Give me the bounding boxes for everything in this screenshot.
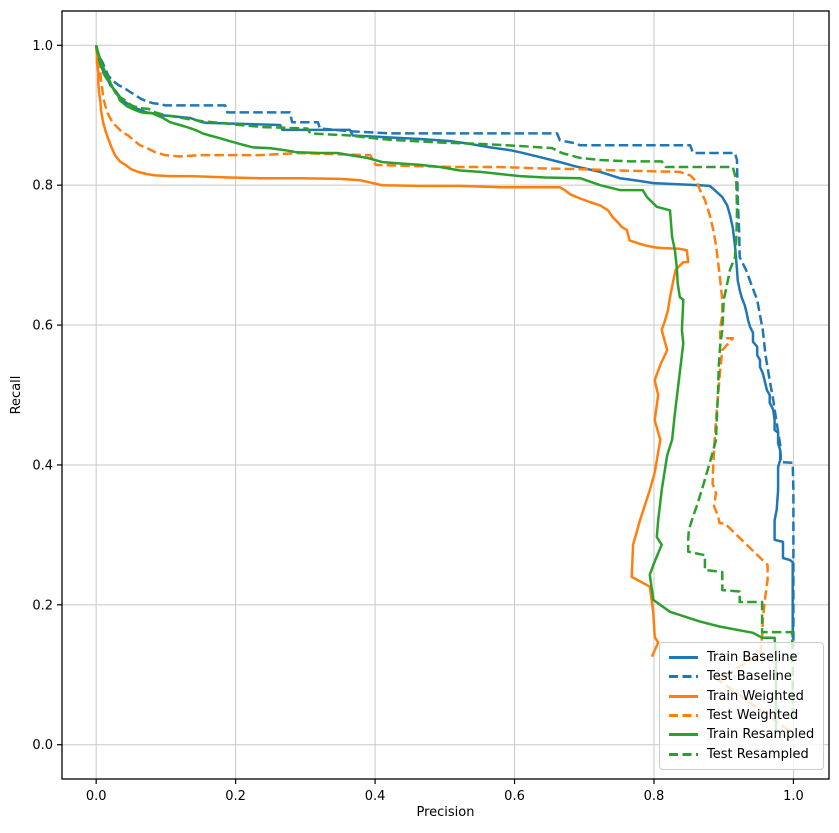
legend-line-sample-solid: [669, 733, 698, 737]
y-tick-label: 0.0: [32, 738, 53, 753]
series-line-test-resampled: [94, 45, 794, 720]
legend-line-sample-solid: [669, 694, 698, 698]
legend-label: Test Baseline: [707, 669, 792, 685]
x-tick-label: 0.8: [644, 789, 665, 804]
y-tick-label: 0.4: [32, 458, 53, 473]
x-tick-label: 0.6: [504, 789, 525, 804]
legend-line-sample-dashed: [669, 714, 698, 718]
legend-item-train-weighted: Train Weighted: [669, 687, 814, 706]
y-tick-label: 1.0: [32, 39, 53, 54]
x-axis-label: Precision: [416, 805, 475, 820]
legend-item-train-baseline: Train Baseline: [669, 648, 814, 667]
legend-label: Test Resampled: [707, 746, 809, 762]
series-line-train-baseline: [94, 45, 794, 638]
x-tick-label: 1.0: [783, 789, 804, 804]
legend-item-test-resampled: Test Resampled: [669, 745, 814, 764]
legend-item-test-baseline: Test Baseline: [669, 667, 814, 686]
x-tick-label: 0.4: [365, 789, 386, 804]
legend: Train Baseline Test Baseline Train Weigh…: [659, 642, 824, 770]
x-tick-label: 0.2: [225, 789, 246, 804]
legend-item-train-resampled: Train Resampled: [669, 725, 814, 744]
x-tick-label: 0.0: [86, 789, 107, 804]
y-tick-label: 0.8: [32, 179, 53, 194]
plot-border: [61, 10, 830, 780]
legend-label: Train Baseline: [707, 650, 798, 666]
legend-line-sample-solid: [669, 656, 698, 660]
series-line-train-weighted: [94, 45, 690, 658]
legend-line-sample-dashed: [669, 752, 698, 756]
legend-item-test-weighted: Test Weighted: [669, 706, 814, 725]
legend-label: Train Weighted: [707, 688, 804, 704]
legend-label: Test Weighted: [707, 708, 799, 724]
y-tick-label: 0.2: [32, 598, 53, 613]
y-tick-label: 0.6: [32, 319, 53, 334]
y-axis-label: Recall: [9, 375, 24, 415]
series-line-train-resampled: [94, 44, 778, 732]
legend-label: Train Resampled: [707, 727, 815, 743]
legend-line-sample-dashed: [669, 675, 698, 679]
series-line-test-baseline: [94, 45, 795, 648]
